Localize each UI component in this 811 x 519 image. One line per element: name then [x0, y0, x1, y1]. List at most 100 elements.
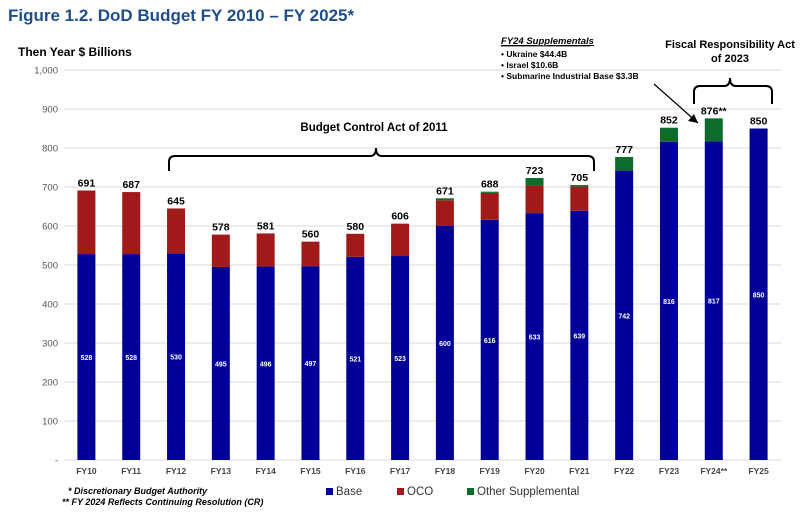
y-tick-label: 300: [42, 339, 58, 350]
bar-segment-oco: [167, 208, 186, 254]
bar-segment-base: [704, 141, 723, 460]
total-value-label: 606: [391, 211, 409, 223]
y-tick-label: 700: [42, 183, 58, 194]
total-value-label: 777: [615, 144, 633, 156]
bar-segment-other-supplemental: [570, 185, 589, 187]
footnote-2: ** FY 2024 Reflects Continuing Resolutio…: [62, 497, 263, 507]
bars: 528 691 528 687 530 645 495 578 496 581 497 560 521 5…: [77, 105, 768, 460]
supplementals-title: FY24 Supplementals: [501, 36, 594, 47]
base-value-label: 528: [125, 355, 137, 362]
legend-label-base: Base: [336, 486, 362, 498]
bar-segment-other-supplemental: [435, 198, 454, 201]
bar-segment-other-supplemental: [525, 178, 544, 186]
base-value-label: 530: [170, 355, 182, 362]
legend-swatch-base: [326, 488, 333, 495]
x-tick-label: FY18: [435, 466, 456, 476]
total-value-label: 645: [167, 195, 185, 207]
total-value-label: 687: [122, 179, 140, 191]
supplemental-ukraine: • Ukraine $44.4B: [501, 49, 567, 59]
bar-segment-oco: [211, 234, 230, 267]
base-value-label: 528: [81, 355, 93, 362]
x-tick-label: FY14: [255, 466, 276, 476]
bar-segment-oco: [525, 185, 544, 214]
base-value-label: 633: [529, 335, 541, 342]
x-tick-label: FY22: [614, 466, 635, 476]
total-value-label: 581: [257, 220, 275, 232]
legend-swatch-oco: [397, 488, 404, 495]
bar-segment-oco: [480, 192, 499, 220]
bar-segment-other-supplemental: [480, 191, 499, 193]
bar-segment-base: [659, 141, 678, 460]
figure-title: Figure 1.2. DoD Budget FY 2010 – FY 2025…: [8, 6, 355, 25]
base-value-label: 521: [349, 356, 361, 363]
legend-swatch-other-supplemental: [467, 488, 474, 495]
supplementals-arrow-head: [688, 114, 698, 123]
y-tick-label: 500: [42, 261, 58, 272]
y-tick-label: 1,000: [34, 66, 58, 77]
supplementals-arrow-line: [653, 83, 699, 124]
y-tick-label: 200: [42, 378, 58, 389]
bca-label: Budget Control Act of 2011: [300, 122, 448, 134]
total-value-label: 705: [571, 172, 589, 184]
y-tick-label: -: [55, 456, 58, 467]
supplemental-submarine: • Submarine Industrial Base $3.3B: [501, 71, 639, 81]
bar-segment-base: [301, 266, 320, 460]
x-tick-label: FY20: [524, 466, 545, 476]
bar-segment-other-supplemental: [704, 118, 723, 142]
bca-brace: [168, 147, 595, 171]
total-value-label: 723: [526, 165, 544, 177]
y-axis-title: Then Year $ Billions: [18, 45, 132, 59]
supplementals-annotation: FY24 Supplementals • Ukraine $44.4B • Is…: [501, 36, 699, 124]
bar-segment-base: [615, 170, 634, 460]
y-tick-label: 900: [42, 105, 58, 116]
x-tick-label: FY17: [390, 466, 411, 476]
base-value-label: 496: [260, 361, 272, 368]
y-axis: - 100 200 300 400 500 600 700 800 900 1,000: [34, 66, 58, 467]
bar-segment-base: [211, 266, 230, 460]
supplemental-israel: • Israel $10.6B: [501, 60, 558, 70]
y-tick-label: 100: [42, 417, 58, 428]
bar-segment-oco: [301, 241, 320, 267]
base-value-label: 495: [215, 361, 227, 368]
base-value-label: 616: [484, 338, 496, 345]
total-value-label: 850: [750, 116, 768, 128]
bar-segment-base: [122, 254, 141, 460]
x-tick-label: FY21: [569, 466, 590, 476]
total-value-label: 876**: [701, 105, 728, 117]
base-value-label: 497: [305, 361, 317, 368]
base-value-label: 816: [663, 299, 675, 306]
base-value-label: 850: [753, 292, 765, 299]
total-value-label: 560: [302, 229, 320, 241]
x-tick-label: FY23: [659, 466, 680, 476]
bar-segment-base: [435, 226, 454, 460]
bar-segment-other-supplemental: [615, 156, 634, 171]
bar-segment-base: [77, 254, 96, 460]
fra-label-line2: of 2023: [711, 53, 749, 65]
fra-annotation: Fiscal Responsibility Act of 2023: [665, 39, 795, 104]
bar-segment-oco: [570, 186, 589, 211]
base-value-label: 600: [439, 341, 451, 348]
x-tick-label: FY11: [121, 466, 141, 476]
x-tick-label: FY13: [211, 466, 232, 476]
legend: Base OCO Other Supplemental: [326, 486, 579, 498]
bar-segment-base: [256, 266, 275, 460]
bar-segment-base: [346, 256, 365, 460]
y-tick-label: 600: [42, 222, 58, 233]
bar-segment-base: [570, 210, 589, 460]
bar-segment-oco: [346, 233, 365, 257]
total-value-label: 688: [481, 179, 499, 191]
bar-segment-base: [525, 213, 544, 460]
bar-segment-oco: [435, 200, 454, 226]
base-value-label: 817: [708, 299, 720, 306]
legend-label-oco: OCO: [407, 486, 433, 498]
base-value-label: 523: [394, 356, 406, 363]
x-tick-label: FY12: [166, 466, 187, 476]
base-value-label: 742: [618, 313, 630, 320]
x-axis: FY10 FY11 FY12 FY13 FY14 FY15 FY16 FY17 FY18 FY19…: [76, 466, 769, 476]
legend-label-other-supplemental: Other Supplemental: [477, 486, 579, 498]
y-tick-label: 800: [42, 144, 58, 155]
total-value-label: 852: [660, 115, 678, 127]
bca-annotation: Budget Control Act of 2011: [168, 122, 595, 171]
bar-segment-oco: [77, 190, 96, 255]
